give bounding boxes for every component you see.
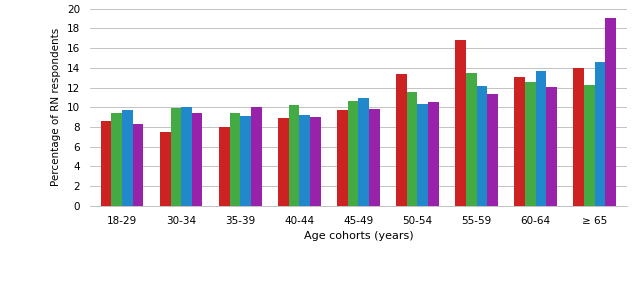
Bar (300, 115, 310, 206)
Bar (466, 73, 477, 206)
Bar (348, 101, 358, 206)
Bar (525, 82, 536, 206)
Bar (170, 108, 181, 206)
Bar (487, 94, 498, 206)
Bar (547, 87, 557, 206)
Legend: 2013, 2015, 2017, 2020: 2013, 2015, 2017, 2020 (236, 284, 481, 286)
Bar (122, 110, 132, 206)
Bar (536, 71, 547, 206)
Bar (515, 77, 525, 206)
Bar (289, 105, 300, 206)
Bar (111, 113, 122, 206)
Bar (160, 132, 170, 206)
Bar (573, 68, 584, 206)
Bar (396, 74, 407, 206)
Bar (230, 113, 240, 206)
Bar (417, 104, 428, 206)
Bar (595, 62, 605, 206)
Bar (369, 109, 380, 206)
Bar (219, 127, 230, 206)
Bar (477, 86, 487, 206)
Bar (181, 107, 192, 206)
Bar (358, 98, 369, 206)
X-axis label: Age cohorts (years): Age cohorts (years) (303, 231, 413, 241)
Bar (101, 121, 111, 206)
Bar (455, 40, 466, 206)
Bar (310, 117, 321, 206)
Bar (278, 118, 289, 206)
Bar (192, 113, 202, 206)
Bar (251, 107, 262, 206)
Bar (605, 18, 616, 206)
Bar (428, 102, 439, 206)
Bar (407, 92, 417, 206)
Bar (240, 116, 251, 206)
Bar (132, 124, 143, 206)
Bar (584, 85, 595, 206)
Bar (337, 110, 348, 206)
Y-axis label: Percentage of RN respondents: Percentage of RN respondents (51, 28, 61, 186)
